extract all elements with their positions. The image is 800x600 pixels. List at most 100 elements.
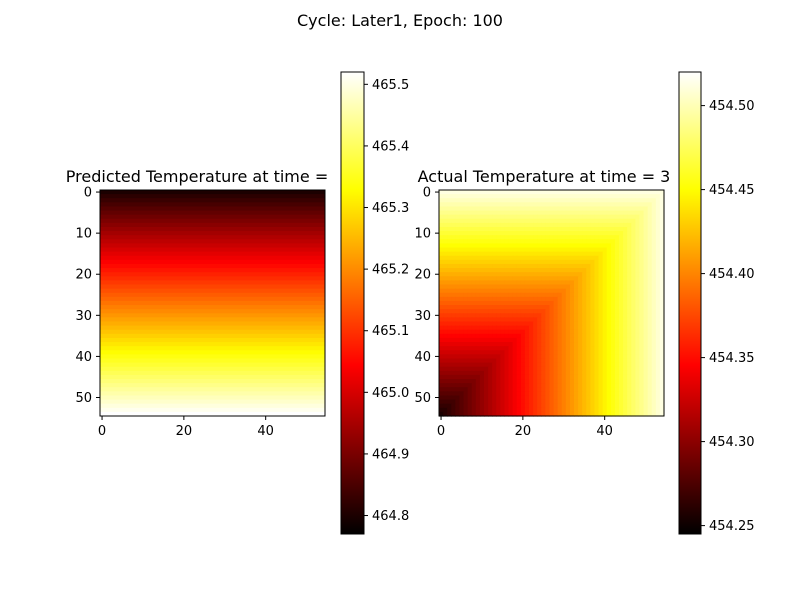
heatmap-cell (516, 383, 522, 388)
heatmap-cell (467, 268, 473, 273)
heatmap-cell (565, 342, 571, 347)
heatmap-cell (492, 370, 497, 376)
heatmap-cell (578, 243, 583, 249)
heatmap-cell (631, 317, 636, 323)
heatmap-cell (439, 379, 444, 384)
heatmap-cell (512, 243, 518, 249)
y-tick-label: 0 (84, 186, 92, 201)
heatmap-cell (504, 350, 510, 355)
heatmap-cell (586, 407, 591, 413)
heatmap-cell (471, 317, 477, 323)
heatmap-cell (520, 263, 526, 269)
heatmap-cell (500, 395, 506, 401)
heatmap-cell (443, 313, 448, 318)
heatmap-cell (586, 383, 591, 388)
heatmap-cell (569, 198, 575, 203)
heatmap-cell (623, 399, 628, 405)
heatmap-cell (598, 379, 604, 384)
heatmap-cell (561, 321, 567, 327)
heatmap-cell (647, 309, 653, 314)
heatmap-cell (602, 379, 608, 384)
heatmap-cell (504, 379, 510, 384)
heatmap-cell (524, 296, 530, 302)
heatmap-cell (508, 206, 514, 212)
heatmap-cell (508, 317, 514, 323)
heatmap-cell (463, 411, 469, 417)
heatmap-cell (520, 190, 526, 195)
heatmap-cell (459, 263, 465, 269)
heatmap-cell (512, 374, 518, 380)
heatmap-cell (574, 190, 579, 195)
heatmap-cell (549, 218, 555, 224)
heatmap-cell (557, 309, 563, 314)
heatmap-cell (639, 362, 645, 368)
heatmap-cell (659, 239, 665, 245)
heatmap-cell (492, 321, 497, 327)
heatmap-cell (455, 354, 461, 360)
heatmap-cell (578, 407, 583, 413)
heatmap-cell (606, 403, 612, 409)
heatmap-cell (553, 313, 559, 318)
heatmap-cell (647, 379, 653, 384)
heatmap-cell (631, 407, 636, 413)
heatmap-cell (529, 350, 534, 355)
heatmap-cell (582, 366, 587, 372)
heatmap-cell (500, 325, 506, 331)
heatmap-cell (516, 313, 522, 318)
heatmap-cell (451, 292, 456, 298)
heatmap-cell (451, 342, 456, 347)
heatmap-cell (643, 325, 649, 331)
heatmap-cell (488, 272, 493, 277)
heatmap-cell (590, 296, 596, 302)
heatmap-cell (594, 296, 600, 302)
heatmap-cell (643, 243, 649, 249)
heatmap-cell (447, 276, 452, 281)
heatmap-cell (533, 214, 538, 220)
heatmap-cell (471, 247, 477, 253)
heatmap-cell (598, 411, 604, 417)
heatmap-cell (447, 251, 452, 257)
heatmap-cell (602, 190, 608, 195)
heatmap-cell (459, 255, 465, 261)
heatmap-cell (651, 366, 657, 372)
heatmap-cell (443, 358, 448, 364)
heatmap-cell (574, 202, 579, 208)
heatmap-cell (439, 284, 444, 290)
heatmap-cell (484, 259, 489, 265)
predicted-heatmap-cells (100, 190, 325, 417)
heatmap-cell (512, 337, 518, 343)
heatmap-cell (541, 255, 546, 261)
heatmap-cell (439, 366, 444, 372)
heatmap-cell (439, 243, 444, 249)
heatmap-cell (496, 263, 501, 269)
heatmap-cell (627, 272, 632, 277)
heatmap-cell (578, 321, 583, 327)
heatmap-cell (643, 206, 649, 212)
heatmap-cell (492, 284, 497, 290)
heatmap-cell (533, 235, 538, 240)
heatmap-cell (492, 309, 497, 314)
heatmap-cell (467, 362, 473, 368)
heatmap-cell (586, 309, 591, 314)
heatmap-cell (520, 235, 526, 240)
heatmap-cell (439, 222, 444, 228)
heatmap-cell (610, 235, 616, 240)
heatmap-cell (549, 202, 555, 208)
heatmap-cell (574, 263, 579, 269)
heatmap-cell (631, 309, 636, 314)
heatmap-cell (627, 411, 632, 417)
heatmap-cell (467, 383, 473, 388)
heatmap-cell (471, 346, 477, 351)
heatmap-cell (590, 370, 596, 376)
heatmap-cell (549, 210, 555, 216)
heatmap-cell (553, 263, 559, 269)
heatmap-cell (553, 309, 559, 314)
heatmap-cell (459, 222, 465, 228)
heatmap-cell (541, 300, 546, 306)
heatmap-cell (659, 247, 665, 253)
heatmap-cell (512, 231, 518, 236)
heatmap-cell (447, 358, 452, 364)
heatmap-cell (451, 309, 456, 314)
heatmap-cell (475, 411, 481, 417)
heatmap-cell (541, 284, 546, 290)
